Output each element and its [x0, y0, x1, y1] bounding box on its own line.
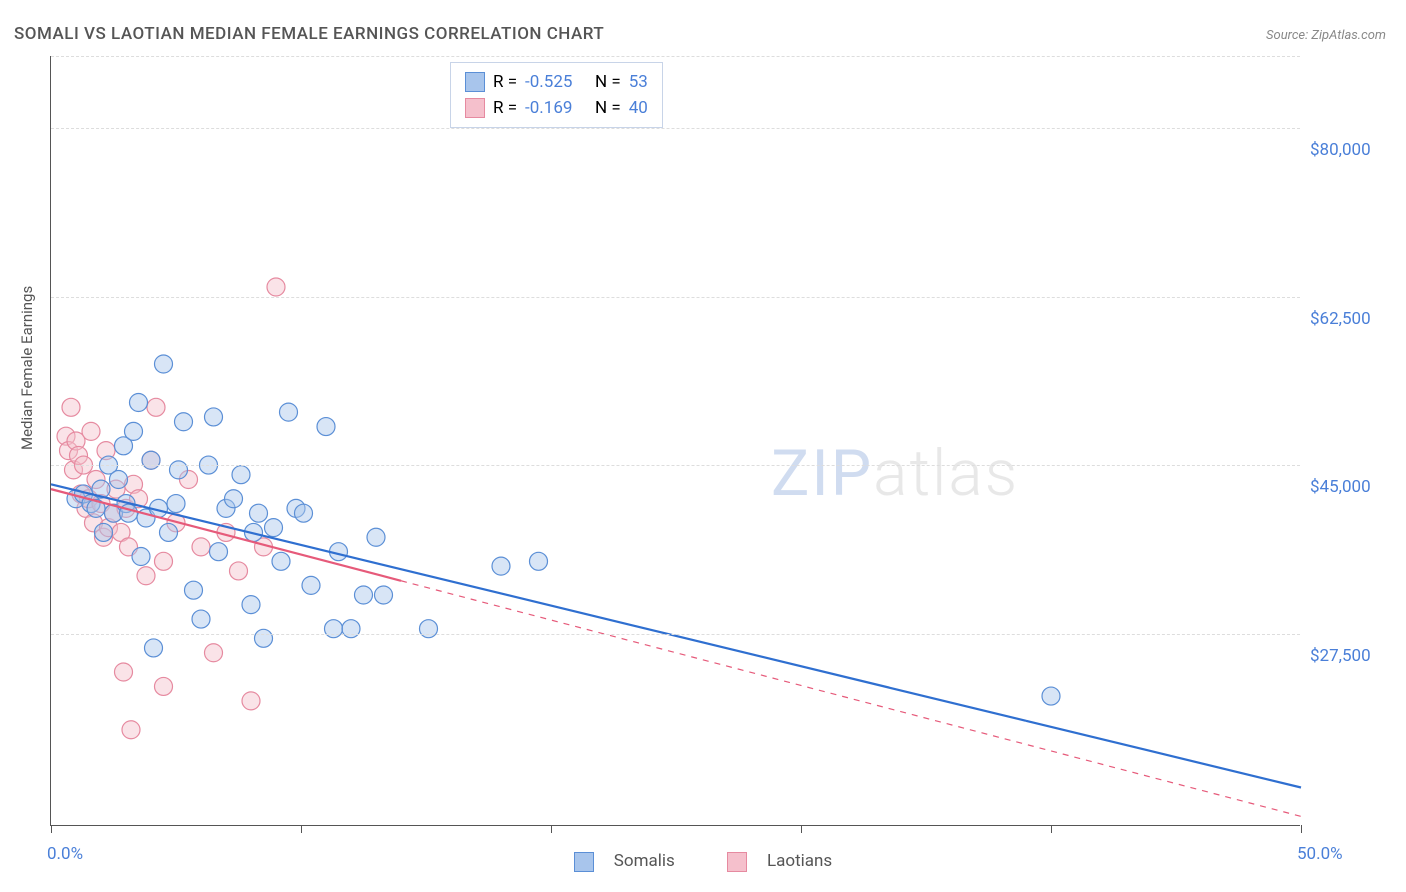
data-point [62, 398, 80, 416]
source-attribution: Source: ZipAtlas.com [1266, 28, 1386, 43]
legend-n-value-somalis: 53 [629, 72, 648, 92]
trend-line-extrapolated [401, 581, 1301, 817]
legend-row-somalis: R = -0.525 N = 53 [465, 69, 648, 95]
data-point [267, 278, 285, 296]
data-point [170, 461, 188, 479]
x-tick [301, 825, 302, 833]
legend-item-laotians: Laotians [715, 851, 844, 871]
data-point [367, 528, 385, 546]
data-point [185, 581, 203, 599]
data-point [342, 620, 360, 638]
legend-n-label: N = [595, 98, 621, 118]
data-point [1042, 687, 1060, 705]
data-point [147, 398, 165, 416]
plot-area: ZIPatlas $27,500$45,000$62,500$80,0000.0… [50, 56, 1300, 826]
x-tick [801, 825, 802, 833]
y-tick-label: $45,000 [1310, 477, 1390, 497]
data-point [205, 408, 223, 426]
x-tick [551, 825, 552, 833]
data-point [122, 721, 140, 739]
trend-line [51, 484, 1026, 720]
data-point [230, 562, 248, 580]
data-point [192, 610, 210, 628]
y-tick-label: $27,500 [1310, 646, 1390, 666]
data-point [132, 548, 150, 566]
legend-r-label: R = [493, 72, 517, 92]
legend-r-value-somalis: -0.525 [525, 72, 587, 92]
correlation-legend: R = -0.525 N = 53 R = -0.169 N = 40 [450, 62, 663, 128]
series-legend: Somalis Laotians [0, 851, 1406, 872]
data-point [492, 557, 510, 575]
x-tick [51, 825, 52, 833]
data-point [160, 523, 178, 541]
chart-title: SOMALI VS LAOTIAN MEDIAN FEMALE EARNINGS… [14, 24, 604, 44]
data-point [232, 466, 250, 484]
grid-line [51, 128, 1300, 129]
legend-item-somalis: Somalis [562, 851, 687, 871]
grid-line [51, 56, 1300, 57]
x-tick [1301, 825, 1302, 833]
data-point [142, 451, 160, 469]
data-point [155, 552, 173, 570]
data-point [155, 355, 173, 373]
data-point [272, 552, 290, 570]
data-point [420, 620, 438, 638]
plot-svg [51, 56, 1300, 825]
data-point [375, 586, 393, 604]
data-point [130, 394, 148, 412]
data-point [302, 576, 320, 594]
data-point [155, 677, 173, 695]
data-point [125, 422, 143, 440]
grid-line [51, 297, 1300, 298]
data-point [175, 413, 193, 431]
y-tick-label: $62,500 [1310, 309, 1390, 329]
legend-row-laotians: R = -0.169 N = 40 [465, 95, 648, 121]
data-point [250, 504, 268, 522]
data-point [355, 586, 373, 604]
trend-line-extrapolated [1026, 721, 1301, 788]
data-point [280, 403, 298, 421]
legend-swatch-laotians [465, 98, 485, 118]
data-point [82, 422, 100, 440]
data-point [530, 552, 548, 570]
data-point [265, 519, 283, 537]
data-point [95, 523, 113, 541]
legend-r-value-laotians: -0.169 [525, 98, 587, 118]
x-tick [1051, 825, 1052, 833]
chart-container: SOMALI VS LAOTIAN MEDIAN FEMALE EARNINGS… [0, 0, 1406, 892]
data-point [255, 629, 273, 647]
legend-label-somalis: Somalis [614, 851, 675, 871]
data-point [242, 692, 260, 710]
data-point [325, 620, 343, 638]
data-point [192, 538, 210, 556]
y-axis-label: Median Female Earnings [18, 286, 36, 450]
data-point [225, 490, 243, 508]
legend-label-laotians: Laotians [767, 851, 832, 871]
legend-r-label: R = [493, 98, 517, 118]
grid-line [51, 465, 1300, 466]
y-tick-label: $80,000 [1310, 140, 1390, 160]
data-point [110, 471, 128, 489]
data-point [242, 596, 260, 614]
data-point [137, 567, 155, 585]
data-point [210, 543, 228, 561]
legend-swatch-somalis [465, 72, 485, 92]
data-point [317, 418, 335, 436]
legend-n-value-laotians: 40 [629, 98, 648, 118]
data-point [205, 644, 223, 662]
data-point [167, 495, 185, 513]
legend-n-label: N = [595, 72, 621, 92]
legend-swatch-icon [727, 852, 747, 872]
grid-line [51, 634, 1300, 635]
data-point [295, 504, 313, 522]
legend-swatch-icon [574, 852, 594, 872]
data-point [115, 663, 133, 681]
data-point [145, 639, 163, 657]
